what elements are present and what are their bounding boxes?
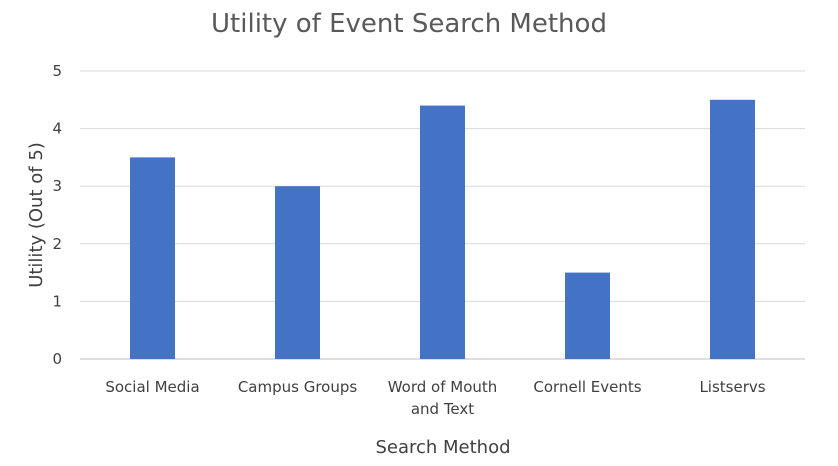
x-axis-categories: Social Media Campus Groups Word of Mouth an…	[105, 378, 765, 418]
y-axis-title: Utility (Out of 5)	[26, 142, 47, 288]
y-tick-label: 2	[52, 235, 62, 253]
x-tick-label: Word of Mouth and Text	[388, 378, 498, 418]
bar	[420, 105, 465, 359]
x-tick-label: Campus Groups	[238, 378, 358, 396]
y-axis-ticks: 0 1 2 3 4 5	[52, 62, 62, 368]
bars	[130, 99, 755, 360]
y-tick-label: 1	[52, 292, 62, 310]
bar	[275, 186, 320, 359]
bar	[565, 272, 610, 359]
chart-title: Utility of Event Search Method	[211, 9, 607, 39]
bar	[130, 157, 175, 359]
y-tick-label: 3	[52, 177, 62, 195]
x-tick-label: Cornell Events	[533, 378, 641, 396]
bar	[710, 99, 755, 360]
x-tick-label: Listservs	[699, 378, 765, 396]
x-axis-title: Search Method	[375, 437, 510, 458]
y-tick-label: 4	[52, 120, 62, 138]
x-tick-label: Social Media	[105, 378, 199, 396]
y-tick-label: 5	[52, 62, 62, 80]
y-tick-label: 0	[52, 350, 62, 368]
